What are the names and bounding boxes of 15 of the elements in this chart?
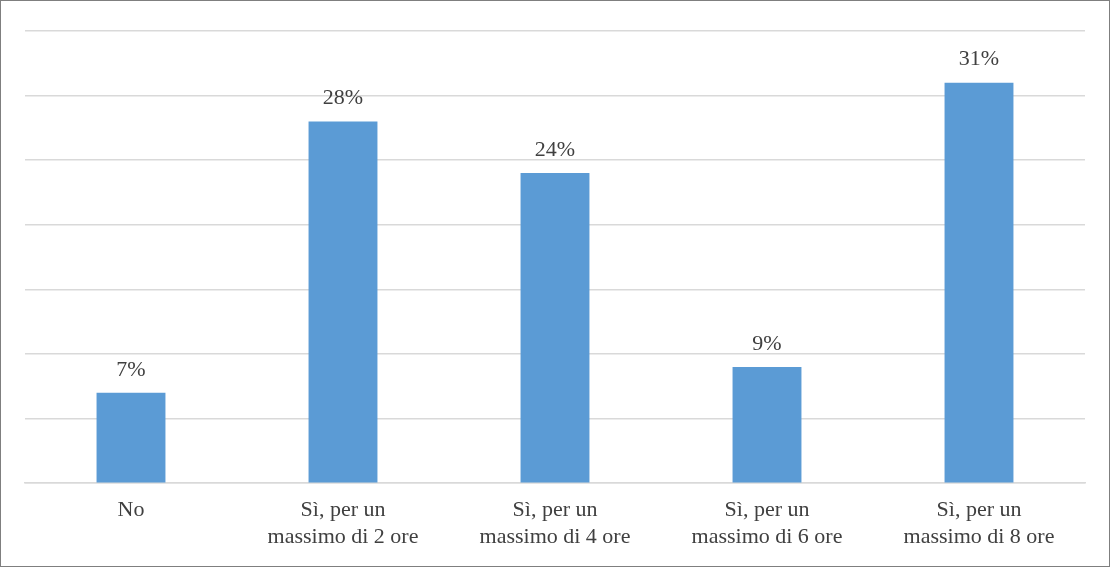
data-label: 9% (752, 329, 782, 355)
data-label: 7% (116, 355, 146, 381)
x-tick-label: No (117, 496, 145, 522)
x-tick-label: Sì, per un massimo di 6 ore (691, 496, 843, 548)
x-tick-label: Sì, per un massimo di 2 ore (267, 496, 419, 548)
data-label: 24% (534, 135, 576, 161)
bar (308, 121, 378, 483)
data-label: 28% (322, 84, 364, 110)
data-label: 31% (958, 45, 1000, 71)
bar (732, 366, 802, 483)
x-tick-label: Sì, per un massimo di 8 ore (903, 496, 1055, 548)
bar (96, 392, 166, 483)
bar (944, 82, 1014, 483)
x-tick-label: Sì, per un massimo di 4 ore (479, 496, 631, 548)
bar (520, 173, 590, 483)
